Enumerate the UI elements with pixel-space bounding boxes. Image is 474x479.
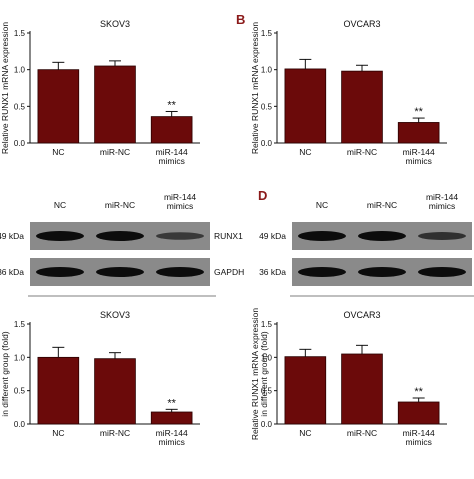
blot-size-label: 49 kDa bbox=[0, 231, 24, 241]
bar bbox=[341, 70, 383, 144]
significance-label: ** bbox=[167, 99, 176, 111]
bar-chart-4: OVCAR3 Relative RUNX1 mRNA expressionin d… bbox=[250, 308, 447, 447]
blot-band bbox=[298, 231, 346, 241]
bar bbox=[284, 68, 327, 144]
y-tick-label: 1.0 bbox=[261, 353, 273, 362]
panel-label-d: D bbox=[258, 188, 267, 203]
y-tick-label: 0.0 bbox=[261, 139, 273, 148]
x-tick-label: NC bbox=[299, 428, 311, 438]
chart-title: SKOV3 bbox=[100, 310, 130, 320]
x-tick-label: NC bbox=[52, 147, 64, 157]
blot-band bbox=[96, 267, 144, 277]
y-tick-label: 1.5 bbox=[14, 29, 26, 38]
y-axis-label: in different group (fold) bbox=[0, 331, 10, 417]
blot-lane-label: miR-NC bbox=[367, 200, 397, 210]
chart-title: OVCAR3 bbox=[343, 310, 380, 320]
bar bbox=[37, 69, 80, 144]
y-tick-label: 0.0 bbox=[14, 139, 26, 148]
x-tick-label: miR-NC bbox=[347, 147, 377, 157]
blot-protein-label: GAPDH bbox=[214, 267, 244, 277]
y-axis-label: Relative RUNX1 mRNA expression bbox=[250, 22, 260, 155]
blot-band bbox=[96, 231, 144, 241]
x-tick-label: NC bbox=[52, 428, 64, 438]
blot-size-label: 49 kDa bbox=[259, 231, 286, 241]
x-tick-label: miR-144 mimics bbox=[156, 428, 188, 447]
y-tick-label: 1.5 bbox=[261, 29, 273, 38]
y-tick-label: 1.0 bbox=[14, 66, 26, 75]
y-tick-label: 1.5 bbox=[14, 320, 26, 329]
bar bbox=[94, 358, 136, 425]
bar-chart-2: OVCAR3 Relative RUNX1 mRNA expression 0.0 0… bbox=[250, 19, 447, 166]
bar-chart-1: SKOV3 Relative RUNX1 mRNA expression 0.0 0.… bbox=[0, 19, 200, 166]
blot-band bbox=[36, 267, 84, 277]
x-tick-label: miR-144 mimics bbox=[403, 147, 435, 166]
x-tick-label: NC bbox=[299, 147, 311, 157]
bar bbox=[397, 401, 440, 425]
significance-label: ** bbox=[414, 106, 423, 118]
y-tick-label: 1.0 bbox=[14, 353, 26, 362]
significance-label: ** bbox=[414, 386, 423, 398]
blot-lane-label: NC bbox=[316, 200, 328, 210]
bar bbox=[284, 356, 327, 425]
blot-band bbox=[418, 232, 466, 240]
y-tick-label: 0.0 bbox=[14, 420, 26, 429]
significance-label: ** bbox=[167, 397, 176, 409]
blot-band bbox=[418, 267, 466, 277]
bar bbox=[94, 65, 136, 144]
bar bbox=[341, 353, 383, 425]
bar bbox=[150, 411, 193, 425]
y-tick-label: 1.5 bbox=[261, 320, 273, 329]
blot-lane-label: miR-NC bbox=[105, 200, 135, 210]
chart-title: OVCAR3 bbox=[343, 19, 380, 29]
blot-band bbox=[36, 231, 84, 241]
blot-protein-label: RUNX1 bbox=[214, 231, 243, 241]
blot-band bbox=[298, 267, 346, 277]
y-axis-label: Relative RUNX1 mRNA expressionin differe… bbox=[250, 308, 269, 441]
y-tick-label: 0.0 bbox=[261, 420, 273, 429]
y-tick-label: 0.5 bbox=[14, 387, 26, 396]
bar bbox=[37, 356, 80, 425]
panel-label-b: B bbox=[236, 12, 245, 27]
x-tick-label: miR-144 mimics bbox=[403, 428, 435, 447]
blot-size-label: 36 kDa bbox=[259, 267, 286, 277]
x-tick-label: miR-NC bbox=[347, 428, 377, 438]
chart-title: SKOV3 bbox=[100, 19, 130, 29]
bar bbox=[397, 122, 440, 144]
blot-band bbox=[358, 231, 406, 241]
bar-chart-3: SKOV3 in different group (fold) 0.0 0.5 1.0 1… bbox=[0, 310, 200, 447]
y-axis-label: Relative RUNX1 mRNA expression bbox=[0, 22, 10, 155]
x-tick-label: miR-NC bbox=[100, 428, 130, 438]
blot-band bbox=[358, 267, 406, 277]
blot-lane-label: NC bbox=[54, 200, 66, 210]
y-tick-label: 1.0 bbox=[261, 66, 273, 75]
blot-lane-label: miR-144 mimics bbox=[164, 192, 196, 211]
blot-lane-label: miR-144 mimics bbox=[426, 192, 458, 211]
bar bbox=[150, 116, 193, 144]
blot-band bbox=[156, 232, 204, 240]
x-tick-label: miR-NC bbox=[100, 147, 130, 157]
blot-band bbox=[156, 267, 204, 277]
blot-size-label: 36 kDa bbox=[0, 267, 24, 277]
y-tick-label: 0.5 bbox=[14, 102, 26, 111]
y-tick-label: 0.5 bbox=[261, 387, 273, 396]
y-tick-label: 0.5 bbox=[261, 102, 273, 111]
x-tick-label: miR-144 mimics bbox=[156, 147, 188, 166]
